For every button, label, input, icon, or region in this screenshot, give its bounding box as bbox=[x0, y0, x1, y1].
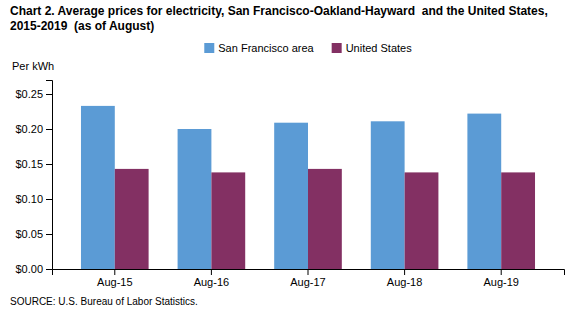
bar bbox=[467, 114, 501, 269]
x-axis: Aug-15 Aug-16 Aug-17 Aug-18 Aug-19 bbox=[53, 269, 565, 288]
y-tick-label: $0.15 bbox=[15, 158, 43, 170]
legend-item: San Francisco area bbox=[204, 42, 314, 54]
chart: Chart 2. Average prices for electricity,… bbox=[0, 0, 579, 311]
y-tick-label: $0.25 bbox=[15, 88, 43, 100]
y-tick-mark bbox=[46, 129, 52, 130]
legend-item: United States bbox=[332, 42, 413, 54]
x-tick-mark bbox=[114, 269, 115, 275]
bar bbox=[211, 172, 245, 269]
x-tick-label: Aug-16 bbox=[194, 276, 229, 288]
y-tick-mark bbox=[46, 164, 52, 165]
x-tick: Aug-16 bbox=[194, 269, 229, 288]
x-tick-label: Aug-19 bbox=[483, 276, 518, 288]
bar bbox=[371, 121, 405, 269]
y-tick: $0.00 bbox=[15, 263, 52, 275]
bar bbox=[501, 172, 535, 269]
x-tick: Aug-17 bbox=[290, 269, 325, 288]
x-tick-label: Aug-17 bbox=[290, 276, 325, 288]
x-tick-mark bbox=[308, 269, 309, 275]
y-tick-mark bbox=[46, 199, 52, 200]
bars bbox=[81, 106, 535, 269]
x-tick: Aug-15 bbox=[97, 269, 132, 288]
x-tick-label: Aug-18 bbox=[387, 276, 422, 288]
legend-label: United States bbox=[346, 42, 413, 54]
x-tick-label: Aug-15 bbox=[97, 276, 132, 288]
y-tick-mark bbox=[46, 234, 52, 235]
y-axis-label: Per kWh bbox=[12, 60, 54, 72]
legend-label: San Francisco area bbox=[218, 42, 314, 54]
y-tick-mark bbox=[46, 94, 52, 95]
x-tick: Aug-19 bbox=[483, 269, 518, 288]
title: Chart 2. Average prices for electricity,… bbox=[10, 4, 551, 33]
bar bbox=[308, 169, 342, 269]
source-note: SOURCE: U.S. Bureau of Labor Statistics. bbox=[10, 296, 198, 307]
y-tick: $0.20 bbox=[15, 123, 52, 135]
bar bbox=[178, 129, 212, 269]
x-tick: Aug-18 bbox=[387, 269, 422, 288]
y-tick-label: $0.05 bbox=[15, 228, 43, 240]
y-axis-line bbox=[46, 81, 53, 270]
plot: $0.00$0.05$0.10$0.15$0.20$0.25Aug-15Aug-… bbox=[15, 81, 564, 288]
y-tick: $0.15 bbox=[15, 158, 52, 170]
y-tick: $0.10 bbox=[15, 193, 52, 205]
y-tick-label: $0.00 bbox=[15, 263, 43, 275]
y-tick-label: $0.20 bbox=[15, 123, 43, 135]
legend-swatch bbox=[332, 43, 342, 53]
y-tick-mark bbox=[46, 269, 52, 270]
y-tick-label: $0.10 bbox=[15, 193, 43, 205]
x-tick-mark bbox=[404, 269, 405, 275]
bar-series bbox=[81, 106, 501, 269]
y-axis: $0.00 $0.05 $0.10 $0.15 $0.20 $0.25 bbox=[15, 81, 52, 276]
x-tick-mark bbox=[501, 269, 502, 275]
bar-series bbox=[115, 169, 535, 269]
legend: San Francisco area United States bbox=[204, 42, 412, 54]
x-axis-line bbox=[53, 270, 565, 276]
bar bbox=[274, 123, 308, 269]
y-tick: $0.05 bbox=[15, 228, 52, 240]
bar bbox=[81, 106, 115, 269]
bar bbox=[405, 172, 439, 269]
y-tick: $0.25 bbox=[15, 88, 52, 100]
bar bbox=[115, 169, 149, 269]
x-tick-mark bbox=[211, 269, 212, 275]
legend-swatch bbox=[204, 43, 214, 53]
